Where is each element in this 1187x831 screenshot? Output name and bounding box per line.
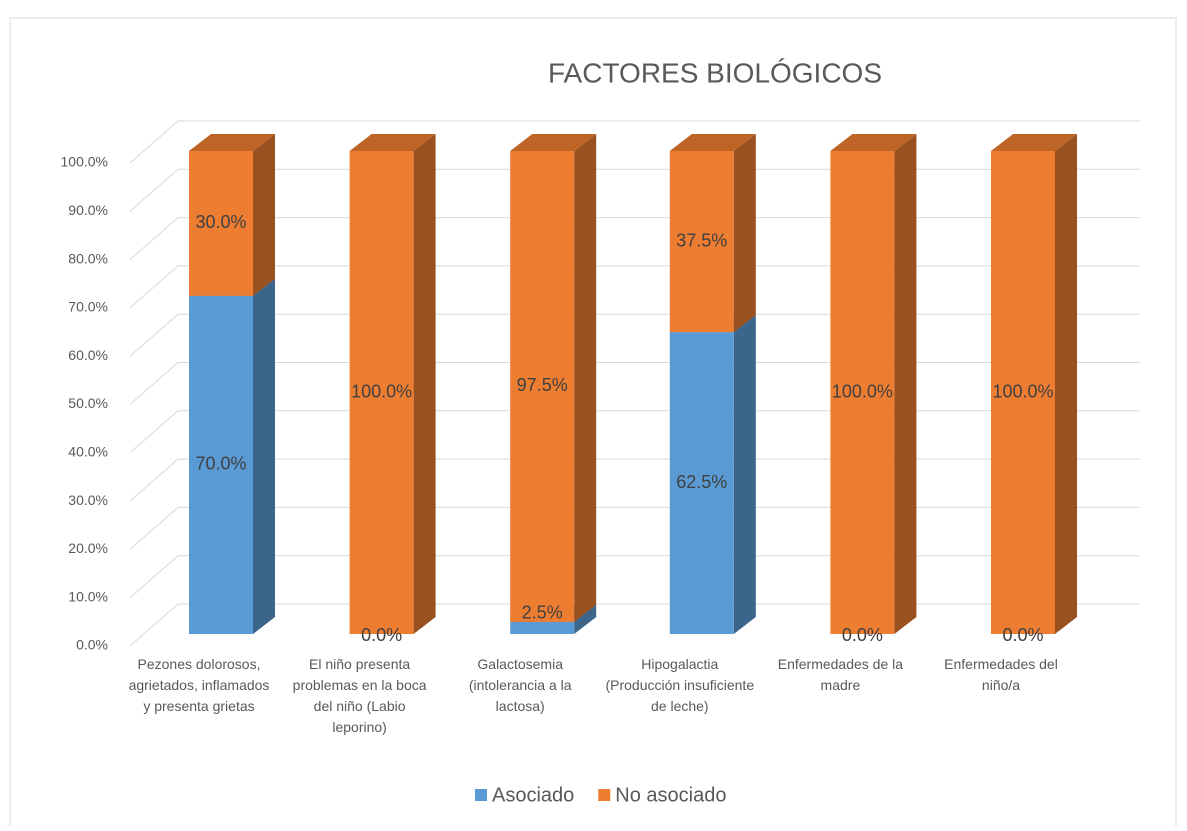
x-tick-label-text: Galactosemia (intolerancia a la lactosa) — [468, 656, 572, 714]
bar-side — [733, 134, 756, 333]
data-label: 100.0% — [832, 381, 893, 401]
chart-title: FACTORES BIOLÓGICOS — [548, 57, 882, 88]
bar-top — [349, 134, 436, 151]
legend-label: Asociado — [492, 784, 574, 806]
y-tick-label: 10.0% — [68, 588, 108, 604]
x-tick-label: Pezones dolorosos, agrietados, inflamado… — [128, 656, 270, 714]
y-tick-label: 40.0% — [68, 444, 108, 460]
bar-side — [253, 278, 275, 634]
y-tick-label: 100.0% — [61, 154, 108, 170]
x-tick-label: Enfermedades de la madre — [777, 656, 904, 693]
x-tick-label-text: Hipogalactia (Producción insuficiente de… — [605, 656, 755, 714]
x-tick-label-text: El niño presenta problemas en la boca de… — [292, 656, 427, 735]
bar — [669, 151, 734, 333]
bar-top — [669, 134, 756, 151]
x-tick-label: Hipogalactia (Producción insuficiente de… — [605, 656, 755, 714]
data-label: 100.0% — [992, 381, 1053, 401]
x-tick-label: Galactosemia (intolerancia a la lactosa) — [468, 656, 572, 714]
bar-side — [253, 134, 275, 296]
y-tick-label: 0.0% — [76, 637, 108, 653]
grid-line — [129, 458, 1140, 502]
data-label: 100.0% — [351, 381, 412, 401]
x-tick-label-text: Enfermedades del niño/a — [944, 656, 1058, 693]
grid-line — [129, 362, 1140, 405]
grid-line — [129, 313, 1140, 357]
data-label: 70.0% — [195, 454, 246, 474]
bar-side — [574, 134, 597, 622]
grid-line — [129, 168, 1140, 212]
x-tick-label: Enfermedades del niño/a — [944, 656, 1058, 693]
bar — [349, 151, 414, 634]
bar — [830, 151, 895, 634]
bar — [510, 621, 575, 634]
bar — [669, 332, 734, 634]
x-tick-label-text: Pezones dolorosos, agrietados, inflamado… — [128, 656, 270, 714]
y-tick-label: 30.0% — [68, 492, 108, 508]
y-tick-label: 80.0% — [68, 250, 108, 266]
bar-side — [574, 604, 597, 634]
bar-top — [830, 134, 917, 151]
data-label: 2.5% — [522, 603, 563, 623]
bar-side — [1055, 134, 1077, 634]
x-tick-label-text: Enfermedades de la madre — [777, 656, 904, 693]
bar — [189, 151, 253, 296]
y-tick-label: 50.0% — [68, 395, 108, 411]
y-tick-label: 20.0% — [68, 540, 108, 556]
x-tick-label: El niño presenta problemas en la boca de… — [292, 656, 427, 735]
legend-swatch — [475, 789, 487, 801]
legend-swatch — [598, 789, 611, 801]
grid-line — [129, 603, 1140, 647]
bar-side — [733, 315, 756, 634]
grid-line — [129, 555, 1140, 599]
grid-line — [129, 120, 1140, 164]
bar-top — [189, 134, 275, 151]
chart-border — [9, 17, 1177, 831]
bar-side — [894, 134, 917, 634]
data-label: 62.5% — [676, 472, 727, 492]
bar — [991, 151, 1055, 634]
bar-side — [413, 134, 436, 634]
y-tick-label: 90.0% — [68, 202, 108, 218]
grid-line — [129, 506, 1140, 550]
data-label: 37.5% — [676, 230, 727, 250]
grid-line — [129, 410, 1140, 454]
y-tick-label: 60.0% — [68, 347, 108, 363]
data-label: 97.5% — [517, 375, 568, 395]
grid-line — [129, 217, 1140, 260]
data-label: 0.0% — [1002, 625, 1043, 645]
bar — [510, 151, 575, 622]
grid-line — [129, 265, 1140, 309]
bar-top — [991, 134, 1077, 151]
legend-label: No asociado — [615, 784, 726, 806]
bar-top — [510, 134, 597, 151]
data-label: 30.0% — [195, 212, 246, 232]
bar — [189, 295, 253, 634]
data-label: 0.0% — [842, 625, 883, 645]
y-tick-label: 70.0% — [68, 299, 108, 315]
data-label: 0.0% — [361, 625, 402, 645]
